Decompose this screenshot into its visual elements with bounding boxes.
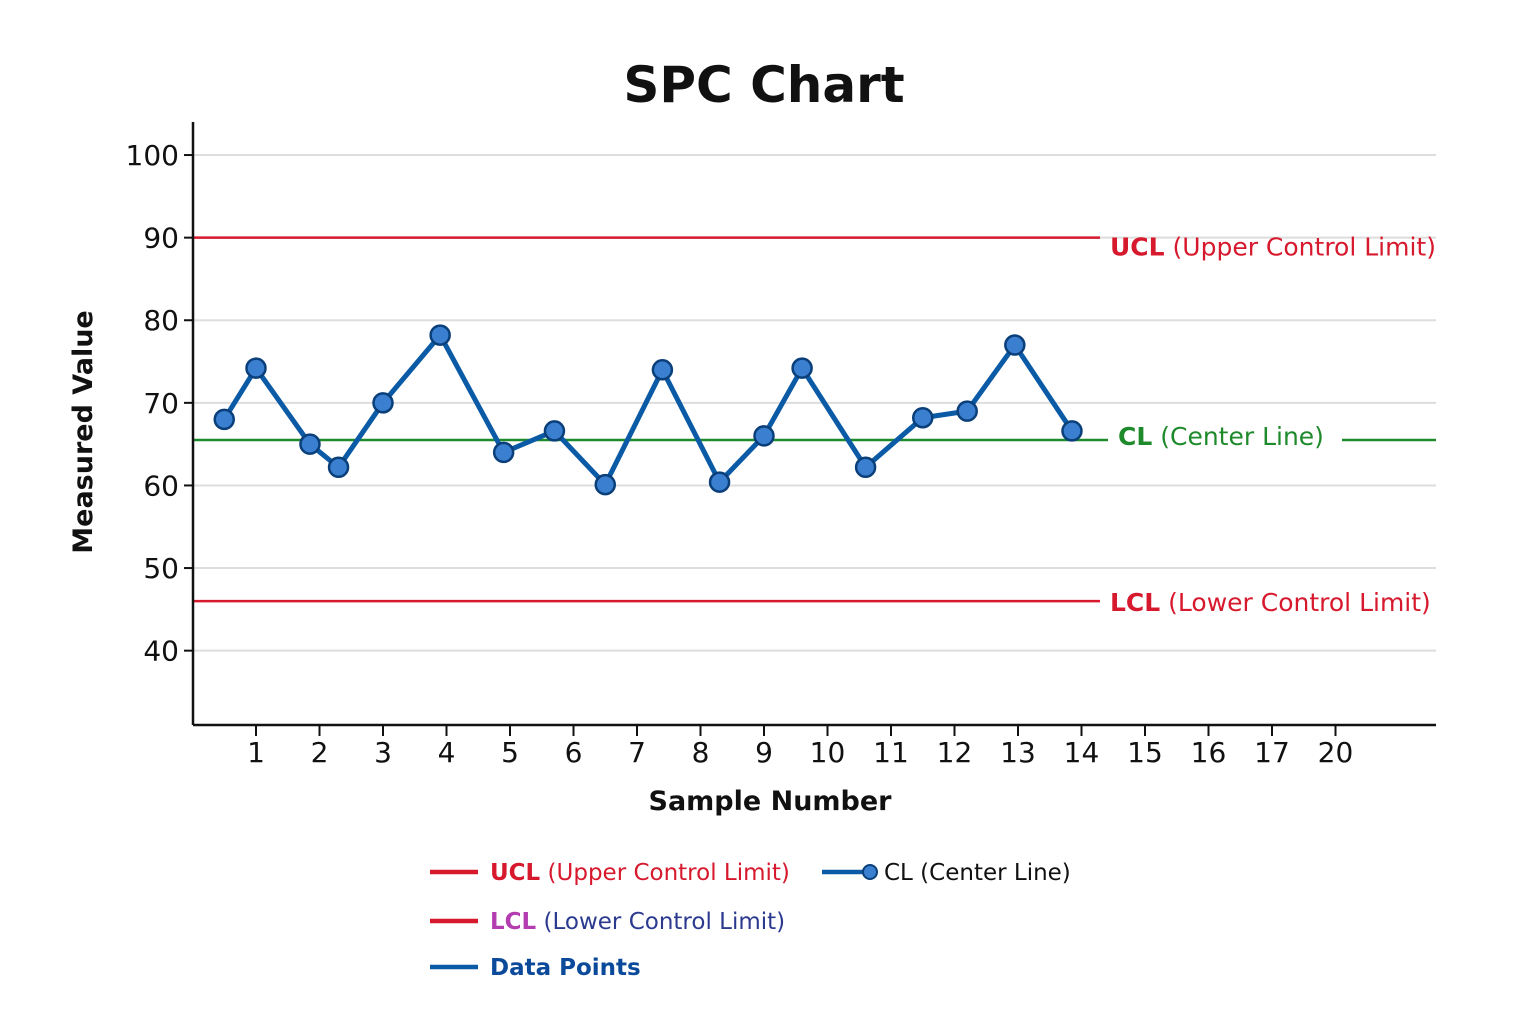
data-point [543,420,566,442]
reference-lines: UCL (Upper Control Limit) CL (Center Line… [193,233,1436,617]
legend-label-desc: (Lower Control Limit) [544,909,786,935]
data-point [213,408,235,431]
lcl-label-abbr: LCL [1110,588,1160,617]
legend-marker [862,864,878,880]
cl-label-abbr: CL [1118,422,1152,451]
cl-label-gap [1152,422,1160,451]
x-tick-label: 10 [810,736,846,769]
x-tick-label: 1 [247,736,265,769]
data-point [753,425,775,447]
y-axis-label: Measured Value [68,310,99,553]
data-point [651,359,674,381]
data-point [594,473,616,496]
x-tick-label: 6 [565,736,583,769]
data-point [854,456,877,479]
x-axis-label: Sample Number [649,786,893,817]
x-tick-label: 16 [1191,736,1227,769]
legend-label: LCL (Lower Control Limit) [490,909,785,935]
y-tick-label: 100 [126,139,179,172]
data-point [1004,334,1026,356]
y-tick-label: 90 [143,222,179,255]
cl-label: CL (Center Line) [1118,422,1324,451]
data-point [372,392,394,414]
legend-label-desc: CL (Center Line) [884,860,1071,886]
x-tick-label: 4 [438,736,456,769]
x-tick-label: 5 [501,736,519,769]
ucl-label-gap [1165,233,1173,262]
x-tick-label: 13 [1000,736,1036,769]
data-point [245,357,267,379]
legend-label-gap [540,860,547,886]
data-point [956,400,978,422]
x-tick-label: 8 [692,736,710,769]
y-tick-label: 50 [143,552,179,585]
ucl-label-desc: (Upper Control Limit) [1173,233,1436,262]
x-tick-label: 12 [937,736,973,769]
data-point [791,357,813,379]
x-tick-label: 3 [374,736,392,769]
legend-label: UCL (Upper Control Limit) [490,860,790,886]
legend-label-desc: (Upper Control Limit) [548,860,790,886]
x-tick-label: 11 [873,736,909,769]
x-tick-label: 9 [755,736,773,769]
x-tick-label: 7 [628,736,646,769]
legend: UCL (Upper Control Limit) CL (Center Line… [430,860,1071,981]
data-point [327,456,350,479]
legend-label-abbr: UCL [490,860,541,886]
ucl-label: UCL (Upper Control Limit) [1110,233,1436,262]
y-tick-label: 70 [143,387,179,420]
y-tick-label: 80 [143,304,179,337]
legend-label: CL (Center Line) [884,860,1071,886]
lcl-label-desc: (Lower Control Limit) [1168,588,1431,617]
cl-label-desc: (Center Line) [1160,422,1324,451]
legend-label-abbr: LCL [490,909,537,935]
data-point [299,433,321,455]
data-point [708,471,731,493]
legend-label-abbr: Data Points [490,955,641,981]
data-point [912,406,934,429]
x-tick-label: 14 [1064,736,1100,769]
lcl-label: LCL (Lower Control Limit) [1110,588,1431,617]
data-point [492,441,515,464]
y-tick-label: 60 [143,469,179,502]
ucl-label-abbr: UCL [1110,233,1165,262]
x-tick-label: 20 [1318,736,1354,769]
lcl-label-gap [1160,588,1168,617]
legend-label-gap [536,909,543,935]
x-tick-label: 2 [311,736,329,769]
x-tick-label: 17 [1254,736,1290,769]
series-line [222,332,1075,488]
data-point [1061,420,1083,442]
y-tick-label: 40 [143,635,179,668]
x-tick-label: 15 [1127,736,1163,769]
legend-label: Data Points [490,955,641,981]
chart-title: SPC Chart [623,56,904,114]
data-series [213,324,1083,496]
data-point [429,324,451,346]
